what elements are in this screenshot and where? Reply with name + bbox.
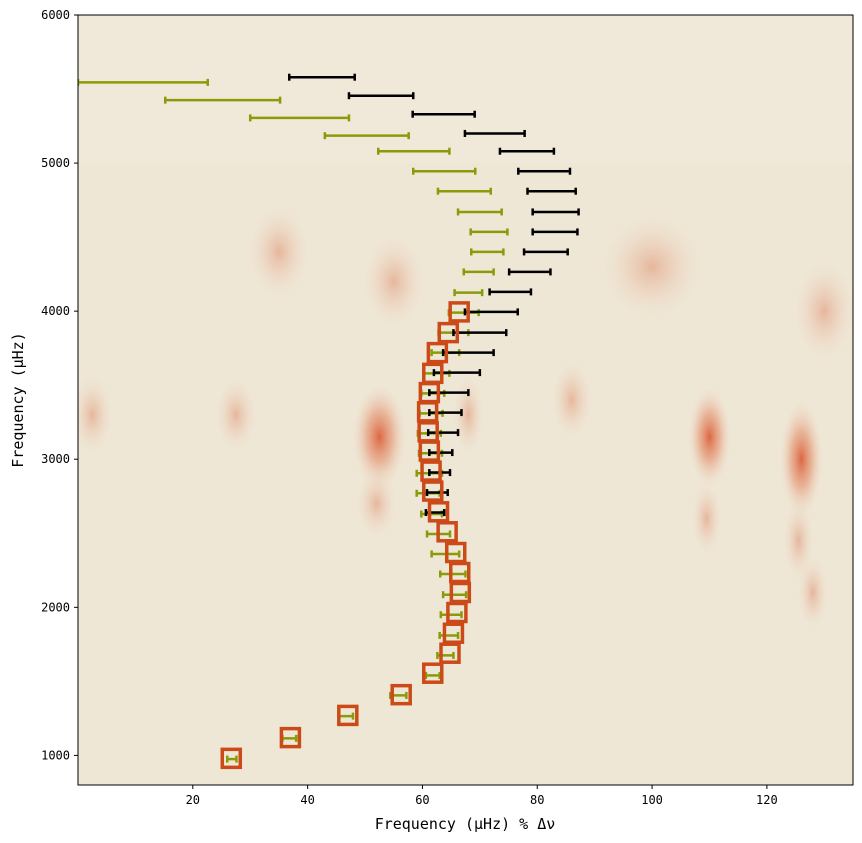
series-orange-square bbox=[220, 301, 472, 770]
ridge-0 bbox=[350, 380, 409, 494]
square-marker-3 bbox=[390, 683, 412, 706]
plot-frame bbox=[77, 14, 854, 786]
errorbar-16 bbox=[526, 187, 577, 195]
y-tick-label: 4000 bbox=[41, 304, 70, 318]
y-tick-label: 6000 bbox=[41, 8, 70, 22]
square-marker-7 bbox=[446, 601, 468, 624]
ridge-7 bbox=[78, 370, 116, 460]
errorbar-5 bbox=[428, 409, 463, 417]
errorbar-17 bbox=[517, 167, 572, 175]
errorbar-22 bbox=[288, 73, 356, 81]
ridge-1 bbox=[353, 465, 400, 543]
errorbar-31 bbox=[323, 132, 410, 140]
errorbar-19 bbox=[463, 129, 526, 137]
ridge-6 bbox=[689, 477, 724, 560]
x-tick-label: 60 bbox=[415, 793, 429, 807]
errorbar-8 bbox=[441, 591, 468, 599]
errorbar-9 bbox=[438, 570, 467, 578]
ridge-10 bbox=[789, 254, 853, 368]
square-marker-6 bbox=[442, 622, 465, 644]
square-marker-14 bbox=[420, 460, 442, 482]
square-marker-12 bbox=[427, 501, 450, 523]
power-ridges bbox=[78, 200, 853, 634]
errorbar-14 bbox=[531, 228, 579, 236]
square-marker-5 bbox=[439, 642, 461, 664]
errorbar-23 bbox=[453, 289, 484, 297]
square-marker-10 bbox=[444, 541, 467, 564]
x-tick-label: 100 bbox=[641, 793, 663, 807]
x-tick-label: 120 bbox=[756, 793, 778, 807]
errorbar-29 bbox=[412, 167, 477, 175]
square-marker-4 bbox=[422, 662, 444, 684]
ridge-9 bbox=[548, 355, 595, 445]
errorbar-34 bbox=[78, 78, 209, 86]
errorbar-6 bbox=[428, 389, 470, 397]
errorbar-7 bbox=[439, 611, 463, 619]
errorbar-8 bbox=[441, 349, 495, 357]
errorbar-4 bbox=[424, 671, 441, 679]
square-marker-0 bbox=[220, 747, 243, 770]
x-axis-label: Frequency (μHz) % Δν bbox=[375, 815, 556, 833]
square-marker-22 bbox=[448, 301, 470, 323]
y-axis-label: Frequency (μHz) bbox=[9, 332, 27, 467]
ridge-4 bbox=[795, 551, 831, 634]
ridge-14 bbox=[451, 370, 486, 460]
errorbar-12 bbox=[507, 268, 552, 276]
ridge-8 bbox=[212, 373, 259, 457]
errorbar-26 bbox=[469, 228, 509, 236]
data-marks bbox=[78, 73, 580, 770]
high-frequency-band bbox=[78, 15, 853, 164]
errorbar-9 bbox=[452, 329, 508, 337]
errorbar-15 bbox=[531, 208, 580, 216]
errorbar-28 bbox=[436, 187, 493, 195]
square-marker-9 bbox=[449, 561, 471, 584]
square-marker-1 bbox=[279, 726, 302, 749]
errorbar-30 bbox=[376, 147, 451, 155]
x-tick-label: 20 bbox=[186, 793, 200, 807]
errorbar-24 bbox=[462, 268, 495, 276]
errorbar-4 bbox=[426, 429, 460, 437]
errorbar-13 bbox=[522, 248, 569, 256]
y-tick-label: 2000 bbox=[41, 600, 70, 614]
square-marker-11 bbox=[436, 521, 458, 543]
errorbar-18 bbox=[498, 147, 556, 155]
y-tick-label: 1000 bbox=[41, 748, 70, 762]
square-marker-20 bbox=[426, 341, 449, 364]
errorbar-25 bbox=[469, 248, 505, 256]
y-tick-label: 5000 bbox=[41, 156, 70, 170]
square-marker-19 bbox=[422, 362, 444, 385]
square-marker-13 bbox=[422, 480, 444, 502]
y-tick-label: 3000 bbox=[41, 452, 70, 466]
errorbar-1 bbox=[425, 489, 449, 497]
errorbar-20 bbox=[411, 110, 476, 118]
errorbar-33 bbox=[164, 96, 282, 104]
x-tick-label: 80 bbox=[530, 793, 544, 807]
ridge-13 bbox=[244, 200, 314, 304]
square-marker-21 bbox=[437, 321, 460, 344]
x-axis-ticks: 20 40 60 80 100 120 bbox=[186, 785, 778, 807]
y-axis-ticks: 1000 2000 3000 4000 5000 6000 bbox=[41, 8, 78, 762]
errorbar-27 bbox=[456, 208, 503, 216]
x-tick-label: 40 bbox=[300, 793, 314, 807]
ridge-11 bbox=[594, 207, 710, 326]
errorbar-10 bbox=[463, 308, 519, 316]
errorbar-0 bbox=[226, 755, 238, 763]
errorbar-11 bbox=[488, 288, 533, 296]
plot-overlay bbox=[78, 15, 853, 164]
square-marker-2 bbox=[337, 704, 359, 727]
square-marker-8 bbox=[449, 581, 472, 604]
ridge-5 bbox=[686, 383, 733, 491]
errorbar-21 bbox=[347, 92, 415, 100]
ridge-2 bbox=[778, 397, 825, 522]
errorbar-32 bbox=[248, 114, 351, 122]
ridge-12 bbox=[359, 229, 429, 334]
errorbar-3 bbox=[428, 449, 454, 457]
square-marker-16 bbox=[417, 421, 439, 443]
